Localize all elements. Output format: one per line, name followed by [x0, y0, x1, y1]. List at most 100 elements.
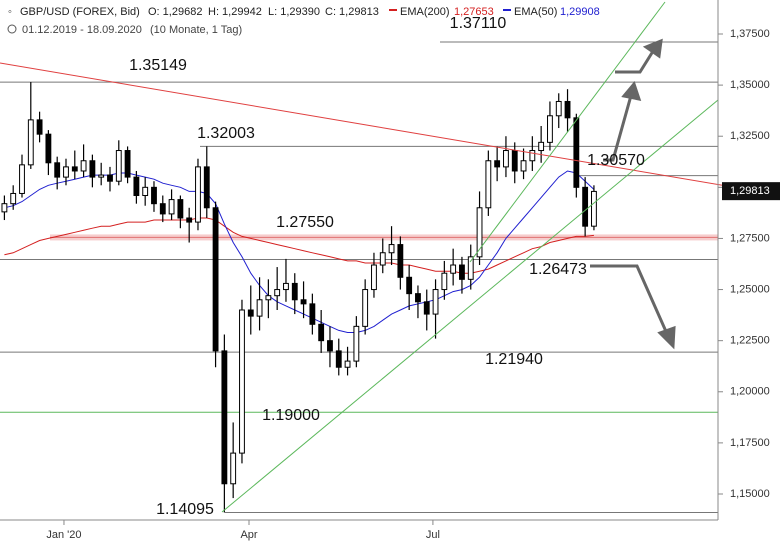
candle-body: [564, 100, 571, 119]
candle-body: [415, 293, 421, 303]
candle-body: [582, 186, 589, 227]
candle-body: [529, 150, 536, 162]
candle-body: [494, 160, 501, 168]
candle-body: [142, 186, 149, 197]
y-tick-label: 1,20000: [730, 386, 770, 398]
candle-body: [485, 160, 492, 209]
candle-body: [362, 289, 369, 327]
level-label: 1.35149: [129, 57, 187, 74]
y-tick-label: 1,32500: [730, 130, 770, 142]
candle-body: [291, 282, 298, 301]
candle-body: [388, 244, 395, 254]
candle-body: [63, 166, 69, 178]
candle-body: [89, 160, 96, 178]
candle-body: [1, 203, 8, 213]
candle-body: [124, 150, 131, 178]
x-tick-label: Jul: [426, 529, 440, 541]
candle-body: [45, 133, 52, 164]
candle-body: [177, 199, 184, 219]
candle-body: [573, 117, 580, 188]
candle-body: [520, 160, 527, 172]
level-label: 1.37110: [450, 15, 507, 32]
candle-body: [107, 174, 113, 182]
candle-body: [274, 289, 281, 297]
candle-body: [309, 303, 316, 325]
candle-body: [547, 115, 553, 143]
candle-body: [239, 309, 245, 454]
x-tick-label: Jan '20: [46, 529, 81, 541]
y-tick-label: 1,27500: [730, 232, 770, 244]
candle-body: [98, 174, 105, 178]
candle-body: [256, 299, 263, 317]
arrow-head: [657, 325, 676, 350]
ohlc-high: H: 1,29942: [208, 6, 262, 18]
candle-body: [318, 323, 325, 342]
level-label: 1.26473: [529, 261, 587, 278]
candle-body: [80, 160, 87, 172]
level-label: 1.21940: [485, 351, 543, 368]
candle-body: [555, 100, 562, 117]
candle-body: [54, 162, 61, 178]
level-label: 1.19000: [262, 407, 320, 424]
candle-body: [283, 282, 289, 291]
ohlc-low: L: 1,29390: [268, 6, 320, 18]
candle-body: [459, 264, 465, 280]
candle-body: [591, 190, 597, 227]
legend-label: EMA(200): [400, 6, 450, 18]
clock-icon: [7, 24, 17, 34]
candle-body: [423, 301, 430, 315]
candle-body: [353, 325, 360, 362]
ohlc-close: C: 1,29813: [325, 6, 379, 18]
candle-body: [327, 340, 333, 352]
level-label: 1.27550: [276, 214, 334, 231]
candle-body: [371, 264, 377, 291]
level-label: 1.32003: [197, 125, 255, 142]
trend-line: [0, 62, 780, 196]
candle-body: [335, 350, 342, 368]
candle-body: [221, 350, 228, 485]
legend-label: EMA(50): [514, 6, 557, 18]
icon: ◦: [8, 6, 12, 18]
candle-body: [300, 299, 307, 305]
trend-line: [469, 1, 666, 263]
price-tag: [722, 182, 780, 201]
candle-body: [195, 166, 201, 223]
candle-body: [503, 150, 509, 168]
candle-body: [151, 186, 157, 205]
plot-area: [0, 33, 723, 525]
arrow-head: [621, 80, 642, 101]
x-tick-label: Apr: [240, 529, 257, 541]
arrows: [590, 38, 676, 350]
y-tick-label: 1,17500: [730, 437, 770, 449]
candle-body: [379, 252, 386, 266]
legend-value: 1,29908: [560, 6, 600, 18]
candle-body: [168, 199, 175, 215]
candle-body: [344, 360, 351, 368]
arrow: [603, 91, 634, 162]
symbol: GBP/USD (FOREX, Bid): [20, 6, 140, 18]
period: (10 Monate, 1 Tag): [150, 24, 242, 36]
candle-body: [71, 166, 78, 172]
date-range: 01.12.2019 - 18.09.2020: [22, 24, 142, 36]
level-label: 1.14095: [156, 501, 214, 518]
y-tick-label: 1,35000: [730, 79, 770, 91]
candle-body: [115, 150, 122, 182]
candle-body: [212, 207, 219, 352]
candle-body: [19, 164, 25, 194]
candle-body: [230, 452, 237, 485]
trend-line: [221, 99, 719, 513]
candle-body: [203, 166, 210, 209]
price-tag-label: 1,29813: [730, 185, 770, 197]
candle-body: [450, 264, 457, 274]
y-tick-label: 1,15000: [730, 488, 770, 500]
legend-swatch: [503, 9, 511, 11]
candle-body: [10, 192, 17, 205]
legend-swatch: [389, 9, 397, 11]
candle-body: [511, 150, 518, 172]
legend-value: 1,27653: [454, 6, 494, 18]
candle-body: [133, 176, 140, 197]
ema-line: [4, 217, 594, 274]
candle-body: [441, 272, 448, 291]
